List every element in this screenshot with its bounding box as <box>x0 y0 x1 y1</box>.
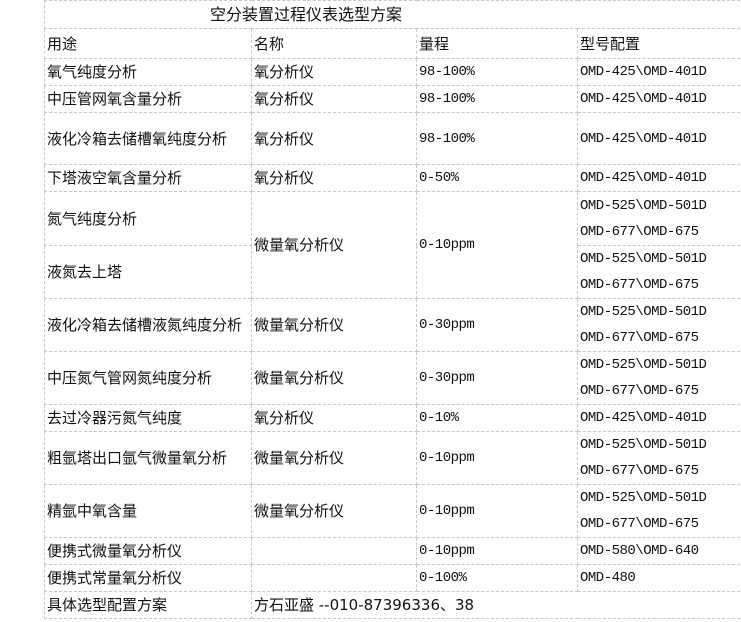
use-cell: 去过冷器污氮气纯度 <box>44 404 252 432</box>
use-cell: 液氮去上塔 <box>44 245 252 299</box>
footer-label: 具体选型配置方案 <box>44 591 252 619</box>
model-cell: OMD-425\OMD-401D <box>576 85 741 113</box>
table-row: 便携式常量氧分析仪 0-100% OMD-480 <box>44 564 741 592</box>
model-cell: OMD-525\OMD-501D OMD-677\OMD-675 <box>576 191 741 246</box>
name-cell: 氧分析仪 <box>251 164 417 192</box>
model-line: OMD-677\OMD-675 <box>580 330 699 346</box>
header-model: 型号配置 <box>576 28 741 59</box>
table-row: 氧气纯度分析 氧分析仪 98-100% OMD-425\OMD-401D <box>44 58 741 86</box>
model-cell: OMD-525\OMD-501D OMD-677\OMD-675 <box>576 245 741 299</box>
model-line: OMD-677\OMD-675 <box>580 383 699 399</box>
model-cell: OMD-525\OMD-501D OMD-677\OMD-675 <box>576 298 741 352</box>
model-line: OMD-425\OMD-401D <box>580 130 707 147</box>
name-cell: 氧分析仪 <box>251 58 417 86</box>
model-line: OMD-525\OMD-501D <box>580 197 707 214</box>
model-cell: OMD-525\OMD-501D OMD-677\OMD-675 <box>576 484 741 538</box>
name-cell <box>251 564 417 592</box>
use-cell: 便携式微量氧分析仪 <box>44 537 252 565</box>
use-cell: 便携式常量氧分析仪 <box>44 564 252 592</box>
range-cell: 0-30ppm <box>416 298 578 352</box>
header-row: 用途 名称 量程 型号配置 <box>44 28 741 59</box>
table-row: 中压管网氧含量分析 氧分析仪 98-100% OMD-425\OMD-401D <box>44 85 741 113</box>
model-line: OMD-425\OMD-401D <box>580 410 707 426</box>
table-row: 液氮去上塔 OMD-525\OMD-501D OMD-677\OMD-675 <box>44 245 741 299</box>
use-cell: 氮气纯度分析 <box>44 191 252 246</box>
model-cell: OMD-525\OMD-501D OMD-677\OMD-675 <box>576 431 741 485</box>
table-row: 便携式微量氧分析仪 0-10ppm OMD-580\OMD-640 <box>44 537 741 565</box>
model-line: OMD-525\OMD-501D <box>580 437 707 453</box>
name-cell: 微量氧分析仪 <box>251 191 417 299</box>
model-line: OMD-677\OMD-675 <box>580 516 699 532</box>
name-cell: 微量氧分析仪 <box>251 431 417 485</box>
model-line: OMD-425\OMD-401D <box>580 64 707 80</box>
model-line: OMD-480 <box>580 570 636 586</box>
range-cell: 98-100% <box>416 112 578 165</box>
model-cell: OMD-525\OMD-501D OMD-677\OMD-675 <box>576 351 741 405</box>
model-line: OMD-677\OMD-675 <box>580 277 699 293</box>
use-cell: 中压氮气管网氮纯度分析 <box>44 351 252 405</box>
name-cell: 氧分析仪 <box>251 112 417 165</box>
table-row: 粗氩塔出口氩气微量氧分析 微量氧分析仪 0-10ppm OMD-525\OMD-501… <box>44 431 741 485</box>
name-cell <box>251 537 417 565</box>
range-cell: 98-100% <box>416 58 578 86</box>
model-line: OMD-677\OMD-675 <box>580 463 699 479</box>
use-cell: 液化冷箱去储槽氧纯度分析 <box>44 112 252 165</box>
table-row: 去过冷器污氮气纯度 氧分析仪 0-10% OMD-425\OMD-401D <box>44 404 741 432</box>
model-cell: OMD-425\OMD-401D <box>576 112 741 165</box>
name-cell: 微量氧分析仪 <box>251 298 417 352</box>
table-row: 氮气纯度分析 微量氧分析仪 0-10ppm OMD-525\OMD-501D OMD-6… <box>44 191 741 299</box>
table-row: 液化冷箱去储槽氧纯度分析 氧分析仪 98-100% OMD-425\OMD-401D <box>44 112 741 165</box>
name-cell: 氧分析仪 <box>251 85 417 113</box>
range-cell: 0-10ppm <box>416 537 578 565</box>
range-cell: 0-100% <box>416 564 578 592</box>
range-cell: 0-30ppm <box>416 351 578 405</box>
model-line: OMD-525\OMD-501D <box>580 304 707 320</box>
model-line: OMD-525\OMD-501D <box>580 357 707 373</box>
range-cell: 0-10% <box>416 404 578 432</box>
header-name: 名称 <box>251 28 417 59</box>
table-row: 下塔液空氧含量分析 氧分析仪 0-50% OMD-425\OMD-401D <box>44 164 741 192</box>
model-cell: OMD-480 <box>576 564 741 592</box>
table-title: 空分装置过程仪表选型方案 <box>43 0 741 29</box>
range-cell: 98-100% <box>416 85 578 113</box>
use-cell: 中压管网氧含量分析 <box>44 85 252 113</box>
model-line: OMD-425\OMD-401D <box>580 170 707 186</box>
header-range: 量程 <box>416 28 578 59</box>
use-cell: 粗氩塔出口氩气微量氧分析 <box>44 431 252 485</box>
range-cell: 0-10ppm <box>416 484 578 538</box>
name-cell: 微量氧分析仪 <box>251 484 417 538</box>
name-cell: 微量氧分析仪 <box>251 351 417 405</box>
use-cell: 液化冷箱去储槽液氮纯度分析 <box>44 298 252 352</box>
instrument-selection-table: 空分装置过程仪表选型方案 用途 名称 量程 型号配置 氧气纯度分析 氧分析仪 98-… <box>43 0 741 619</box>
model-cell: OMD-425\OMD-401D <box>576 404 741 432</box>
model-line: OMD-580\OMD-640 <box>580 543 699 559</box>
use-cell: 下塔液空氧含量分析 <box>44 164 252 192</box>
use-cell: 精氩中氧含量 <box>44 484 252 538</box>
model-cell: OMD-425\OMD-401D <box>576 58 741 86</box>
use-cell: 氧气纯度分析 <box>44 58 252 86</box>
footer-contact: 方石亚盛 --010-87396336、38 <box>250 591 741 619</box>
range-cell: 0-10ppm <box>416 191 578 299</box>
model-line: OMD-525\OMD-501D <box>580 490 707 506</box>
header-use: 用途 <box>44 28 252 59</box>
range-cell: 0-50% <box>416 164 578 192</box>
table-row: 液化冷箱去储槽液氮纯度分析 微量氧分析仪 0-30ppm OMD-525\OMD-50… <box>44 298 741 352</box>
model-line: OMD-425\OMD-401D <box>580 91 707 107</box>
model-line: OMD-525\OMD-501D <box>580 251 707 267</box>
table-row: 中压氮气管网氮纯度分析 微量氧分析仪 0-30ppm OMD-525\OMD-501D… <box>44 351 741 405</box>
name-cell: 氧分析仪 <box>251 404 417 432</box>
model-cell: OMD-580\OMD-640 <box>576 537 741 565</box>
range-cell: 0-10ppm <box>416 431 578 485</box>
model-line: OMD-677\OMD-675 <box>580 223 699 240</box>
model-cell: OMD-425\OMD-401D <box>576 164 741 192</box>
table-row: 精氩中氧含量 微量氧分析仪 0-10ppm OMD-525\OMD-501D OMD-6… <box>44 484 741 538</box>
footer-row: 具体选型配置方案 方石亚盛 --010-87396336、38 <box>44 591 741 619</box>
